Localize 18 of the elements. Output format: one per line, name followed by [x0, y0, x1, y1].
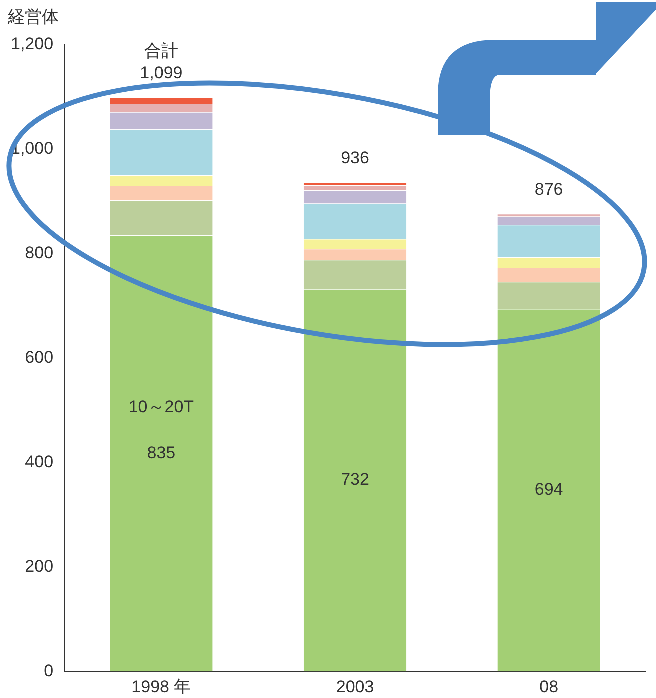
x-tick-label: 1998 年 — [132, 677, 192, 696]
x-tick-label: 2003 — [336, 677, 374, 696]
data-label: 732 — [341, 470, 370, 490]
y-axis-title: 経営体 — [7, 8, 59, 27]
y-tick-label: 0 — [44, 661, 54, 680]
y-tick-label: 600 — [25, 348, 54, 367]
total-label: 1,099 — [140, 63, 183, 82]
annotation: 10～20T — [128, 397, 194, 416]
annotation: 合計 — [144, 41, 178, 60]
x-tick-label: 08 — [540, 677, 559, 696]
total-label: 936 — [341, 148, 370, 168]
data-label: 835 — [147, 443, 176, 462]
total-label: 876 — [534, 180, 564, 199]
y-tick-label: 800 — [25, 244, 54, 263]
y-tick-label: 400 — [25, 452, 54, 472]
data-label: 694 — [534, 480, 564, 500]
y-tick-label: 1,200 — [10, 34, 54, 54]
y-tick-label: 200 — [25, 556, 54, 576]
